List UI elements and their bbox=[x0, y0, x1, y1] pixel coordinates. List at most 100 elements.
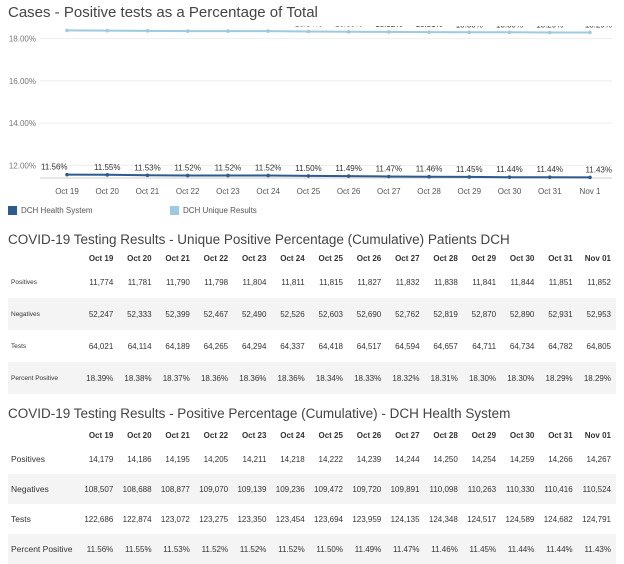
table-cell: 18.29% bbox=[539, 362, 578, 394]
table-cell: 64,114 bbox=[127, 341, 152, 351]
table-cell: 11,815 bbox=[319, 277, 343, 287]
data-label: 18.30% bbox=[456, 26, 483, 29]
table-cell: 122,874 bbox=[122, 514, 152, 524]
data-point bbox=[226, 173, 230, 178]
column-header: Oct 24 bbox=[280, 254, 305, 263]
table-cell: 11.53% bbox=[156, 534, 195, 564]
data-label: 11.44% bbox=[536, 165, 563, 174]
table-cell: 11,838 bbox=[433, 277, 458, 287]
table2: Oct 19 Oct 20 Oct 21 Oct 22 Oct 23 Oct 24 Oct … bbox=[8, 427, 616, 564]
column-header: Oct 20 bbox=[127, 431, 152, 440]
table-cell: 109,139 bbox=[233, 474, 272, 504]
header-blank bbox=[8, 427, 80, 444]
data-point bbox=[145, 173, 150, 178]
table-cell: 11,851 bbox=[548, 277, 573, 287]
column-header: Oct 28 bbox=[433, 431, 458, 440]
column-header: Nov 01 bbox=[584, 431, 611, 440]
table-cell: 109,070 bbox=[194, 474, 234, 504]
x-tick-label: Oct 26 bbox=[337, 187, 361, 196]
column-header: Oct 30 bbox=[509, 254, 535, 263]
data-label: 18.39% bbox=[41, 26, 68, 27]
table1: Oct 19 Oct 20 Oct 21 Oct 22 Oct 23 Oct 24 Oct … bbox=[8, 251, 616, 394]
x-tick-label: Oct 23 bbox=[216, 187, 240, 196]
data-label: 11.55% bbox=[94, 163, 121, 172]
table-cell: 124,791 bbox=[582, 514, 611, 524]
table-cell: 18.34% bbox=[309, 362, 348, 394]
table-cell: 52,399 bbox=[156, 298, 195, 330]
row-label: Tests bbox=[11, 514, 31, 524]
x-tick-label: Oct 27 bbox=[377, 187, 401, 196]
row-label: Positives bbox=[11, 278, 38, 286]
table-cell: 108,507 bbox=[80, 474, 119, 504]
data-point bbox=[306, 174, 311, 178]
table-cell: 110,098 bbox=[424, 474, 463, 504]
table-cell: 11.46% bbox=[424, 534, 463, 564]
table-cell: 64,189 bbox=[165, 341, 190, 351]
row-label: Positives bbox=[11, 454, 46, 464]
data-label: 18.36% bbox=[214, 26, 241, 28]
table-cell: 110,330 bbox=[501, 474, 540, 504]
legend-label-dch-health-system: DCH Health System bbox=[21, 206, 93, 215]
table-cell: 52,931 bbox=[539, 298, 578, 330]
column-header: Oct 30 bbox=[509, 431, 535, 440]
table-cell: 14,259 bbox=[509, 454, 535, 464]
table-cell: 18.38% bbox=[118, 362, 157, 394]
table-cell: 14,250 bbox=[433, 454, 458, 464]
data-label: 11.52% bbox=[255, 163, 282, 172]
x-tick-label: Oct 25 bbox=[297, 187, 321, 196]
table-cell: 11,811 bbox=[281, 277, 305, 287]
x-tick-label: Oct 20 bbox=[95, 187, 119, 196]
table-cell: 123,275 bbox=[199, 514, 229, 524]
table-cell: 18.31% bbox=[424, 362, 463, 394]
table-cell: 64,294 bbox=[241, 341, 267, 351]
legend-item-dch-unique-results[interactable]: DCH Unique Results bbox=[170, 206, 257, 215]
table-cell: 14,205 bbox=[203, 454, 229, 464]
data-label: 11.52% bbox=[174, 163, 201, 172]
table-cell: 11.52% bbox=[233, 534, 272, 564]
table-row: Percent Positive 18.39% 18.38% 18.37% 18.36%… bbox=[8, 362, 616, 394]
legend-swatch-dch-health-system bbox=[8, 206, 17, 215]
table-row: Tests 64,021 64,114 64,189 64,265 64,294 64,33… bbox=[8, 330, 616, 362]
x-tick-label: Oct 24 bbox=[256, 187, 280, 196]
data-point bbox=[226, 29, 230, 33]
y-tick-label: 14.00% bbox=[9, 119, 36, 128]
column-header: Oct 29 bbox=[471, 254, 497, 263]
table-cell: 64,021 bbox=[88, 341, 114, 351]
table-cell: 124,348 bbox=[428, 514, 458, 524]
row-label: Percent Positive bbox=[8, 362, 80, 394]
table-cell: 64,594 bbox=[395, 341, 420, 351]
data-point bbox=[547, 175, 552, 179]
table-cell: 110,263 bbox=[462, 474, 502, 504]
data-point bbox=[266, 173, 270, 178]
table-cell: 14,195 bbox=[165, 454, 190, 464]
table-cell: 64,265 bbox=[203, 341, 229, 351]
y-tick-label: 16.00% bbox=[9, 77, 36, 86]
row-label: Negatives bbox=[8, 474, 80, 504]
table-cell: 14,186 bbox=[127, 454, 152, 464]
data-point bbox=[507, 30, 512, 35]
column-header: Nov 01 bbox=[584, 254, 611, 263]
table-cell: 11.56% bbox=[80, 534, 119, 564]
table-cell: 123,072 bbox=[160, 514, 190, 524]
data-point bbox=[547, 30, 552, 35]
data-label: 11.46% bbox=[416, 165, 443, 174]
table-cell: 109,472 bbox=[309, 474, 348, 504]
x-tick-label: Oct 30 bbox=[498, 187, 522, 196]
table-cell: 11.49% bbox=[347, 534, 387, 564]
table-cell: 14,266 bbox=[548, 454, 573, 464]
data-point bbox=[346, 174, 351, 178]
data-label: 11.52% bbox=[215, 163, 242, 172]
table-cell: 11.55% bbox=[118, 534, 157, 564]
table-cell: 11.52% bbox=[194, 534, 234, 564]
data-point bbox=[145, 29, 150, 33]
table-cell: 11.47% bbox=[386, 534, 425, 564]
x-tick-label: Oct 21 bbox=[136, 187, 160, 196]
data-label: 11.49% bbox=[335, 164, 362, 173]
data-label: 18.32% bbox=[375, 26, 402, 29]
legend-item-dch-health-system[interactable]: DCH Health System bbox=[8, 206, 93, 215]
column-header: Oct 28 bbox=[433, 254, 458, 263]
data-label: 18.36% bbox=[174, 26, 201, 28]
y-tick-label: 12.00% bbox=[9, 161, 36, 170]
table-cell: 18.36% bbox=[233, 362, 272, 394]
data-label: 18.29% bbox=[585, 26, 612, 30]
